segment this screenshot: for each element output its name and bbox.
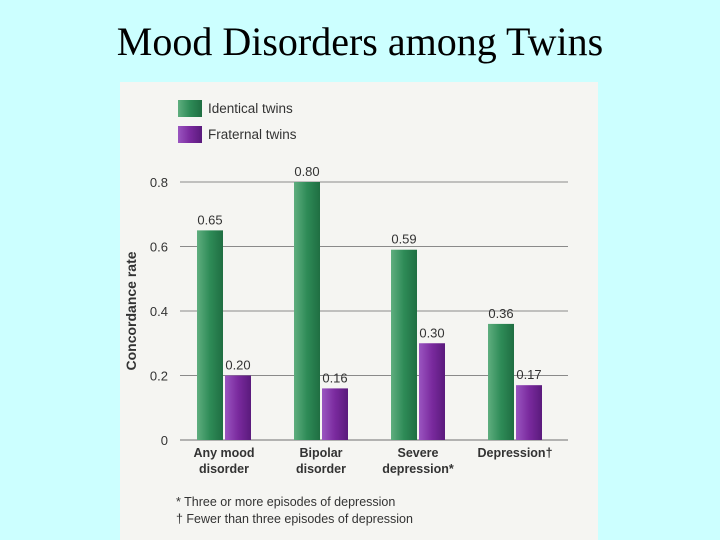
data-label: 0.80 [294,164,319,179]
data-label: 0.17 [516,367,541,382]
y-tick-label: 0 [161,433,168,448]
legend-swatch-identical [178,100,202,117]
category-label: depression* [382,462,454,476]
category-label: Severe [397,446,438,460]
data-label: 0.36 [488,306,513,321]
bar-identical-0 [197,230,223,440]
footnote: * Three or more episodes of depression [176,495,396,509]
category-label: disorder [199,462,249,476]
footnotes: * Three or more episodes of depression † … [176,494,413,528]
category-label: Bipolar [299,446,342,460]
category-label: disorder [296,462,346,476]
bar-chart: 0 0.2 0.4 0.6 0.8 Concordance rate 0.65 0.20 Any… [123,100,568,476]
legend-swatch-fraternal [178,126,202,143]
bar-identical-2 [391,249,417,440]
legend-label: Fraternal twins [208,127,297,142]
bar-fraternal-0 [225,375,251,440]
bar-fraternal-3 [516,385,542,440]
slide-title: Mood Disorders among Twins [116,19,604,64]
y-tick-label: 0.4 [150,304,168,319]
bar-identical-3 [488,323,514,440]
y-tick-label: 0.6 [150,240,168,255]
chart-panel: 0 0.2 0.4 0.6 0.8 Concordance rate 0.65 0.20 Any… [120,82,598,540]
data-label: 0.20 [225,358,250,373]
data-label: 0.65 [197,212,222,227]
bar-fraternal-1 [322,388,348,440]
footnote: † Fewer than three episodes of depressio… [176,512,413,526]
data-label: 0.16 [322,370,347,385]
bar-fraternal-2 [419,343,445,440]
y-tick-label: 0.8 [150,175,168,190]
category-label: Depression† [477,446,552,460]
data-label: 0.59 [391,232,416,247]
legend-label: Identical twins [208,101,293,116]
y-tick-label: 0.2 [150,369,168,384]
y-axis-label: Concordance rate [123,251,139,370]
category-label: Any mood [193,446,254,460]
data-label: 0.30 [419,325,444,340]
bar-identical-1 [294,182,320,440]
